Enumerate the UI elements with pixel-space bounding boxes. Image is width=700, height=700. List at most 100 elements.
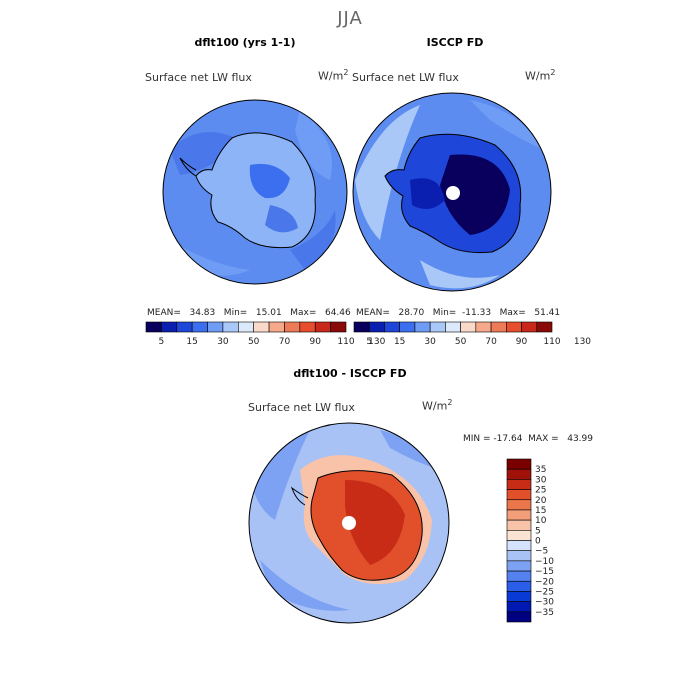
diff-colorbar-cell	[506, 611, 532, 623]
diff-colorbar-tick-label: 25	[535, 486, 546, 496]
season-title: JJA	[337, 8, 363, 29]
diff-patch	[250, 430, 310, 520]
diff-stats: MIN = -17.64 MAX = 43.99	[463, 434, 593, 444]
right-coastline	[384, 133, 522, 253]
diff-patch	[260, 560, 350, 611]
right-colorbar-tick-label: 70	[485, 337, 497, 347]
diff-colorbar-tick-label: 30	[535, 475, 547, 485]
left-colorbar-cell	[191, 321, 208, 333]
left-field-label: Surface net LW flux	[145, 71, 252, 84]
diff-colorbar-cell	[506, 540, 532, 551]
left-colorbar-cell	[284, 321, 301, 333]
right-colorbar: 5 15 30 50 70 90 110 130	[353, 321, 591, 347]
diff-panel-title: dflt100 - ISCCP FD	[293, 367, 407, 380]
right-colorbar-tick-label: 5	[366, 337, 372, 347]
right-colorbar-cell	[414, 321, 431, 333]
right-colorbar-tick-label: 110	[543, 337, 560, 347]
diff-colorbar-tick-label: −25	[535, 587, 554, 597]
right-colorbar-cell	[460, 321, 477, 333]
right-colorbar-cell	[506, 321, 522, 333]
left-colorbar-cell	[207, 321, 224, 333]
diff-colorbar-tick-label: −35	[535, 608, 554, 618]
right-colorbar-cell	[536, 321, 553, 333]
left-colorbar-tick-label: 130	[368, 337, 385, 347]
left-colorbar-tick-label: 15	[186, 337, 197, 347]
diff-colorbar-tick-label: 10	[535, 516, 547, 526]
right-colorbar-cell	[429, 321, 446, 333]
diff-colorbar-cell	[506, 519, 532, 531]
right-patch	[410, 178, 445, 209]
left-colorbar-tick-label: 70	[279, 337, 291, 347]
left-panel-title: dflt100 (yrs 1-1)	[194, 36, 296, 49]
left-colorbar-tick-label: 30	[217, 337, 229, 347]
diff-field-label: Surface net LW flux	[248, 401, 355, 414]
left-colorbar-cell	[176, 321, 193, 333]
right-colorbar-cell	[384, 321, 400, 333]
left-patch	[290, 210, 336, 270]
left-colorbar-cell	[314, 321, 331, 333]
right-colorbar-tick-label: 90	[516, 337, 528, 347]
diff-colorbar-cell	[506, 601, 532, 613]
right-colorbar-cell	[445, 321, 461, 333]
left-unit-label: W/m2	[318, 68, 349, 83]
diff-colorbar-tick-label: 5	[535, 526, 541, 536]
diff-colorbar-tick-label: −20	[535, 577, 554, 587]
left-patch	[249, 163, 290, 199]
diff-colorbar-cell	[506, 499, 532, 511]
diff-colorbar-tick-label: 20	[535, 496, 547, 506]
left-patch	[265, 205, 298, 233]
right-map-border	[352, 92, 552, 292]
left-colorbar-tick-label: 50	[248, 337, 260, 347]
diff-coastline	[310, 470, 423, 581]
left-peninsula	[179, 157, 197, 177]
diff-patch	[345, 480, 405, 565]
diff-colorbar-tick-label: 0	[535, 537, 541, 547]
right-patch	[470, 100, 545, 150]
left-colorbar-cell	[238, 321, 254, 333]
left-colorbar-cell	[268, 321, 285, 333]
diff-colorbar-tick-label: 35	[535, 465, 546, 475]
left-colorbar-tick-label: 5	[159, 337, 165, 347]
diff-colorbar-cell	[506, 458, 532, 470]
diff-colorbar-cell	[506, 530, 532, 541]
right-panel-title: ISCCP FD	[426, 36, 484, 49]
right-colorbar-tick-label: 50	[455, 337, 467, 347]
diff-pole-mask	[342, 516, 356, 530]
right-patch	[355, 105, 420, 240]
left-colorbar-cell	[253, 321, 270, 333]
right-patch	[440, 154, 510, 235]
right-unit-label: W/m2	[525, 68, 556, 83]
diff-colorbar-tick-label: −15	[535, 567, 554, 577]
diff-colorbar-cell	[506, 479, 532, 490]
left-coastline	[195, 132, 316, 249]
left-colorbar: 5 15 30 50 70 90 110 130	[145, 321, 386, 347]
diff-colorbar-cell	[506, 570, 532, 582]
right-colorbar-tick-label: 130	[574, 337, 591, 347]
right-colorbar-cell	[353, 321, 370, 333]
diff-peninsula	[291, 486, 309, 506]
right-stats: MEAN= 28.70 Min= -11.33 Max= 51.41	[356, 308, 561, 318]
left-colorbar-tick-label: 90	[310, 337, 322, 347]
diff-colorbar-tick-label: −30	[535, 598, 554, 608]
diff-colorbar-tick-label: −10	[535, 557, 554, 567]
left-colorbar-cell	[299, 321, 316, 333]
right-colorbar-tick-label: 15	[394, 337, 405, 347]
right-field-label: Surface net LW flux	[352, 71, 459, 84]
diff-patch	[380, 430, 440, 470]
left-map	[163, 100, 347, 284]
diff-colorbar-tick-label: −5	[535, 547, 548, 557]
left-map-border	[162, 99, 348, 285]
left-colorbar-cell	[161, 321, 178, 333]
diff-colorbar-cell	[506, 468, 532, 480]
diff-colorbar-cell	[506, 509, 532, 521]
diff-colorbar-cell	[506, 489, 532, 501]
right-colorbar-tick-label: 30	[424, 337, 436, 347]
diff-unit-label: W/m2	[422, 398, 453, 413]
left-patch	[295, 110, 332, 180]
right-colorbar-cell	[490, 321, 507, 333]
right-colorbar-cell	[368, 321, 385, 333]
left-colorbar-cell	[145, 321, 162, 333]
right-pole-mask	[446, 186, 460, 200]
